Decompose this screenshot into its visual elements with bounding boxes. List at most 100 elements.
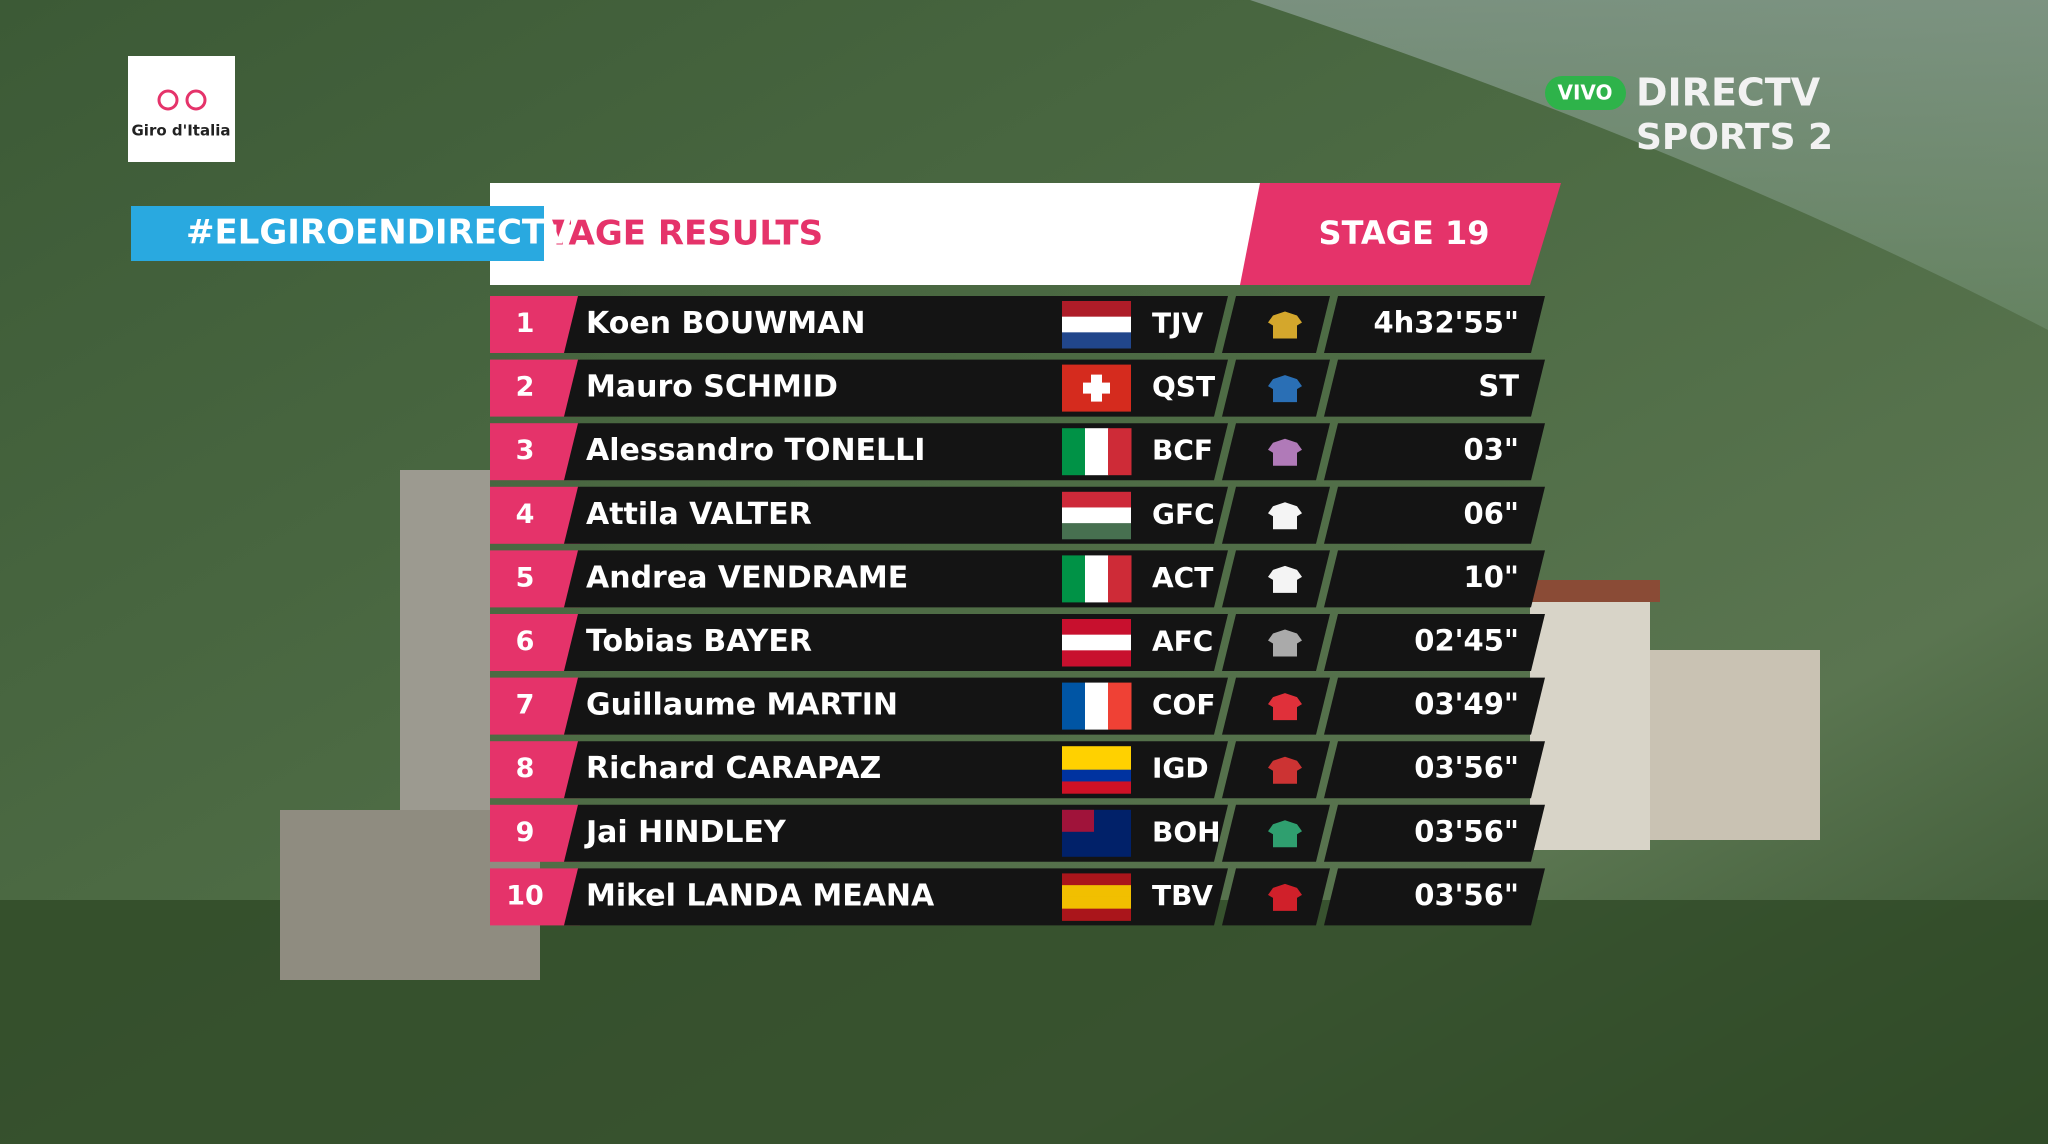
flag — [1085, 682, 1109, 730]
hashtag: #ELGIROENDIRECTV — [186, 213, 572, 253]
rank: 2 — [516, 372, 535, 403]
rank: 6 — [516, 626, 535, 657]
background-tower — [400, 470, 490, 820]
flag — [1062, 896, 1131, 910]
result-row: 4 Attila VALTER GFC 06" — [490, 486, 1545, 544]
flag — [1062, 619, 1131, 636]
flag — [1062, 809, 1094, 832]
flag — [1062, 781, 1131, 794]
team-code: BCF — [1152, 434, 1213, 467]
flag — [1108, 555, 1132, 603]
jersey-icon — [1268, 502, 1302, 530]
hashtag-bar — [131, 206, 544, 261]
time: 03'56" — [1414, 814, 1519, 848]
flag — [1062, 885, 1131, 898]
flag — [1108, 428, 1132, 476]
rank-box — [490, 550, 580, 608]
flag — [1062, 650, 1131, 667]
header-title: TAGE RESULTS — [548, 214, 823, 254]
time: 4h32'55" — [1373, 306, 1519, 340]
rank: 1 — [516, 308, 535, 339]
team-code: TJV — [1152, 307, 1204, 340]
time: 03'56" — [1414, 751, 1519, 785]
flag — [1062, 555, 1086, 603]
rider-name: Attila VALTER — [586, 497, 812, 532]
team-code: IGD — [1152, 752, 1209, 785]
time: 03" — [1464, 433, 1519, 467]
time: 03'56" — [1414, 878, 1519, 912]
background-roof — [1530, 580, 1660, 602]
stage-label: STAGE 19 — [1319, 214, 1490, 252]
rider-name: Guillaume MARTIN — [586, 688, 898, 723]
flag — [1062, 301, 1131, 318]
flag — [1062, 491, 1131, 508]
rank-box — [490, 614, 580, 671]
rank-box — [490, 677, 580, 735]
rider-name: Mikel LANDA MEANA — [586, 878, 935, 913]
flag — [1108, 682, 1132, 730]
team-code: TBV — [1152, 879, 1213, 912]
stage-box — [1240, 183, 1561, 285]
logo-icon — [185, 89, 207, 111]
rank-box — [490, 423, 580, 481]
rank-box — [490, 296, 580, 353]
flag — [1062, 507, 1131, 524]
flag — [1085, 555, 1109, 603]
rank-box — [490, 741, 580, 799]
live-badge — [1545, 76, 1626, 110]
team-code: ACT — [1152, 561, 1213, 594]
rider-name: Andrea VENDRAME — [586, 560, 908, 595]
row-bar — [1324, 486, 1545, 544]
rider-name: Alessandro TONELLI — [586, 433, 925, 468]
jersey-icon — [1268, 629, 1302, 657]
result-row: 1 Koen BOUWMAN TJV 4h32'55" — [490, 296, 1545, 353]
rank: 8 — [516, 753, 535, 784]
team-code: AFC — [1152, 625, 1213, 658]
jersey-icon — [1268, 438, 1302, 466]
rider-name: Richard CARAPAZ — [586, 751, 881, 786]
result-row: 3 Alessandro TONELLI BCF 03" — [490, 423, 1545, 481]
logo-box — [128, 56, 235, 162]
row-bar — [1324, 614, 1545, 671]
flag — [1062, 634, 1131, 651]
jersey-icon — [1268, 693, 1302, 721]
flag — [1062, 757, 1131, 771]
broadcaster-channel: SPORTS 2 — [1636, 117, 1833, 158]
jersey-icon — [1268, 883, 1302, 911]
rider-name: Tobias BAYER — [586, 624, 812, 659]
background-building — [1530, 590, 1650, 850]
rank-box — [490, 868, 580, 926]
row-bar — [1324, 677, 1545, 735]
flag — [1085, 428, 1109, 476]
row-bar — [1324, 804, 1545, 862]
rank: 9 — [516, 817, 535, 848]
row-bar — [1324, 868, 1545, 926]
row-bar — [1324, 296, 1545, 353]
time: ST — [1478, 369, 1519, 403]
time: 06" — [1464, 496, 1519, 530]
logo-text: Giro d'Italia — [132, 122, 231, 140]
rider-name: Mauro SCHMID — [586, 370, 838, 405]
flag — [1062, 873, 1131, 886]
rank-box — [490, 359, 580, 417]
flag — [1062, 428, 1086, 476]
row-bar — [1324, 423, 1545, 481]
flag — [1062, 682, 1086, 730]
rank: 5 — [516, 562, 535, 593]
team-code: BOH — [1152, 815, 1221, 848]
rank-box — [490, 804, 580, 862]
rank: 10 — [506, 880, 544, 911]
flag — [1062, 523, 1131, 540]
result-row: 10 Mikel LANDA MEANA TBV 03'56" — [490, 868, 1545, 926]
broadcaster-name: DIRECTV — [1636, 71, 1821, 115]
team-code: QST — [1152, 370, 1215, 403]
flag — [1083, 382, 1110, 394]
jersey-icon — [1268, 565, 1302, 593]
jersey-icon — [1268, 820, 1302, 848]
flag — [1062, 769, 1131, 782]
flag — [1062, 908, 1131, 921]
row-bar — [1324, 359, 1545, 417]
background-building — [1650, 650, 1820, 840]
